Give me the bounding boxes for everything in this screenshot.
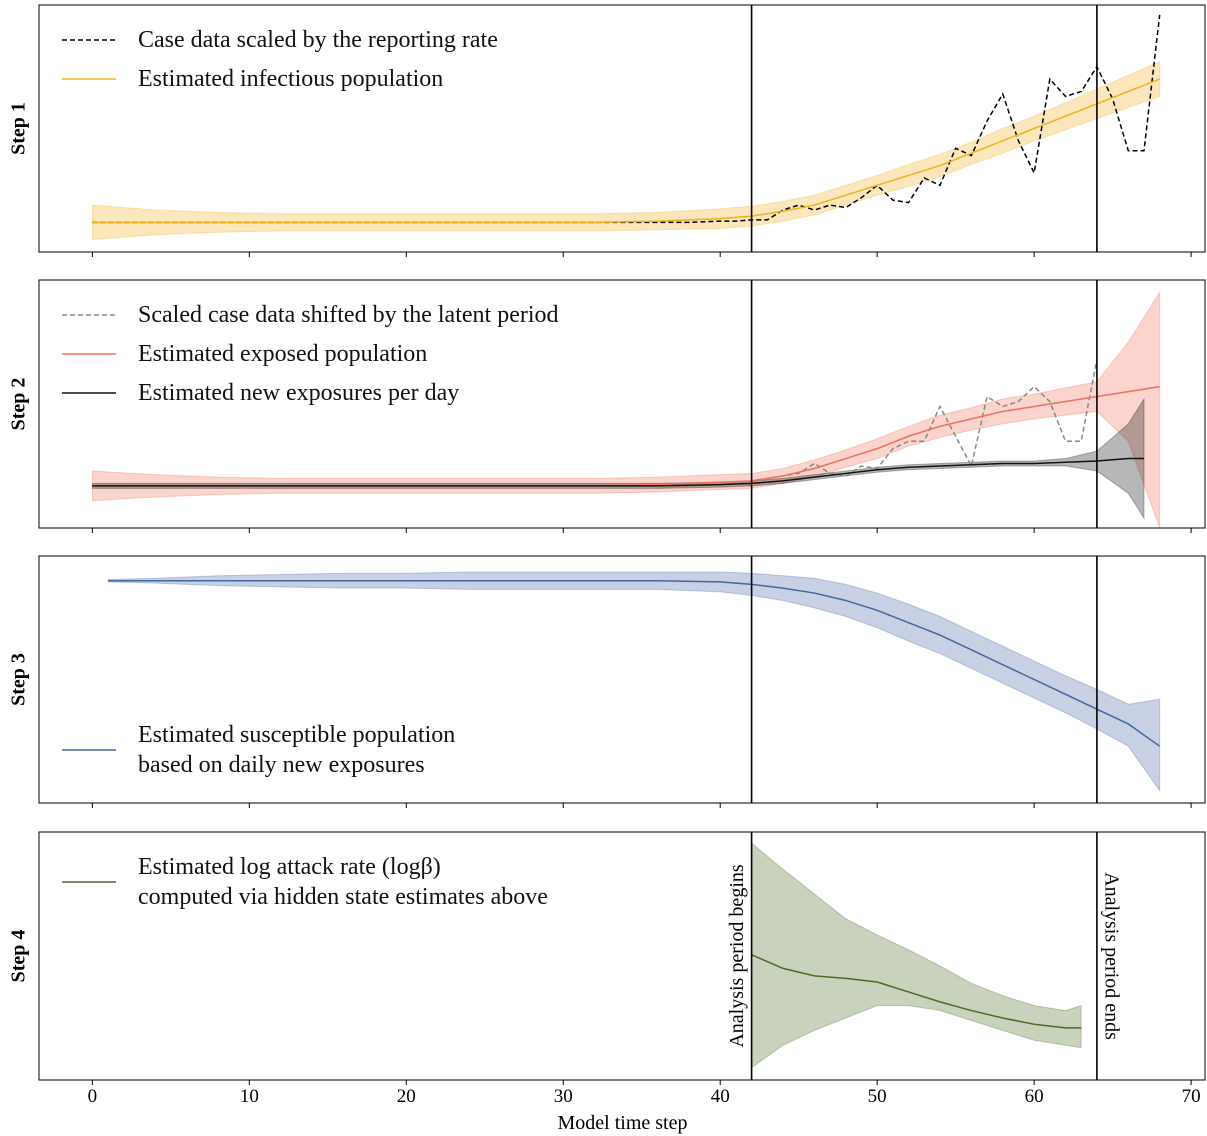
vline-label: Analysis period ends (1100, 872, 1122, 1040)
series-line (751, 954, 1082, 1029)
series-line (92, 457, 1144, 487)
confidence-band (751, 842, 1082, 1069)
axes-frame (38, 831, 1206, 1081)
x-tick-label: 10 (240, 1086, 259, 1107)
series-line (92, 78, 1160, 224)
legend-label: Estimated new exposures per day (138, 380, 460, 406)
legend-label: Scaled case data shifted by the latent p… (138, 302, 559, 328)
x-tick-label: 50 (868, 1086, 887, 1107)
legend-label: Estimated susceptible population based o… (138, 722, 456, 778)
x-tick-label: 0 (88, 1086, 98, 1107)
series-line (108, 579, 1161, 747)
x-tick-label: 60 (1025, 1086, 1044, 1107)
y-axis-label: Step 1 (8, 102, 30, 155)
series-line (92, 359, 1098, 487)
confidence-band (107, 571, 1161, 793)
y-axis-label: Step 4 (8, 930, 30, 983)
legend-label: Estimated exposed population (138, 341, 428, 367)
axes-frame (38, 279, 1206, 529)
legend-label: Case data scaled by the reporting rate (138, 27, 498, 53)
y-axis-label: Step 3 (8, 653, 30, 706)
x-tick-label: 20 (397, 1086, 416, 1107)
y-axis-label: Step 2 (8, 378, 30, 431)
vline-label: Analysis period begins (726, 864, 748, 1048)
axes-frame (38, 555, 1206, 804)
axes-frame (38, 4, 1206, 253)
series-line (92, 14, 1161, 224)
x-tick-label: 30 (554, 1086, 573, 1107)
legend-label: Estimated log attack rate (logβ) compute… (138, 854, 548, 910)
x-tick-label: 70 (1182, 1086, 1201, 1107)
x-tick-label: 40 (711, 1086, 730, 1107)
legend-label: Estimated infectious population (138, 66, 444, 92)
confidence-band (91, 397, 1145, 520)
x-axis-label: Model time step (558, 1112, 688, 1134)
